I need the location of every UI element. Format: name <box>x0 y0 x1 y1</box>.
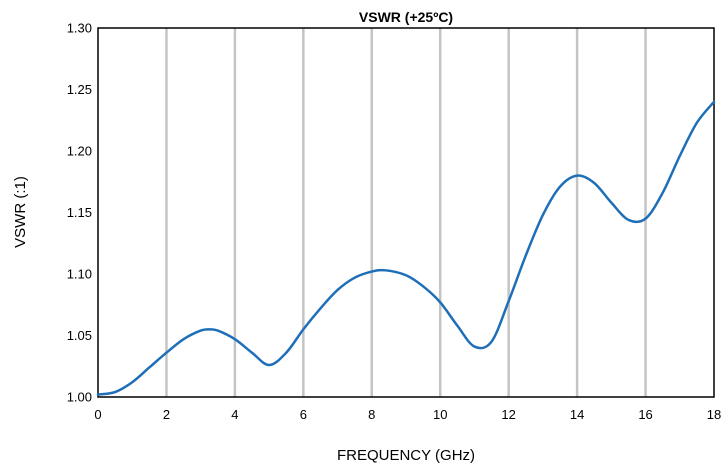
y-tick-label: 1.10 <box>67 267 92 282</box>
x-tick-label: 4 <box>231 407 238 422</box>
y-axis-title: VSWR (:1) <box>12 176 29 248</box>
y-tick-label: 1.00 <box>67 390 92 405</box>
y-tick-label: 1.15 <box>67 205 92 220</box>
plot-frame <box>97 27 715 398</box>
chart-title: VSWR (+25ºC) <box>359 9 453 25</box>
series-layer <box>96 100 716 396</box>
y-tick-label: 1.05 <box>67 328 92 343</box>
series-line-vswr <box>96 100 716 396</box>
y-tick-label: 1.25 <box>67 82 92 97</box>
x-tick-label: 18 <box>707 407 721 422</box>
x-tick-labels: 0 2 4 6 8 10 12 14 16 18 <box>94 407 721 422</box>
x-tick-label: 8 <box>368 407 375 422</box>
x-axis-title: FREQUENCY (GHz) <box>337 447 475 464</box>
x-tick-label: 10 <box>433 407 447 422</box>
x-tick-label: 0 <box>94 407 101 422</box>
y-tick-labels: 1.00 1.05 1.10 1.15 1.20 1.25 1.30 <box>67 21 92 405</box>
x-tick-label: 14 <box>570 407 584 422</box>
grid-lines <box>165 28 647 397</box>
y-tick-label: 1.20 <box>67 144 92 159</box>
x-tick-label: 12 <box>501 407 515 422</box>
x-tick-label: 2 <box>163 407 170 422</box>
x-tick-label: 16 <box>638 407 652 422</box>
y-tick-label: 1.30 <box>67 21 92 36</box>
x-tick-label: 6 <box>300 407 307 422</box>
